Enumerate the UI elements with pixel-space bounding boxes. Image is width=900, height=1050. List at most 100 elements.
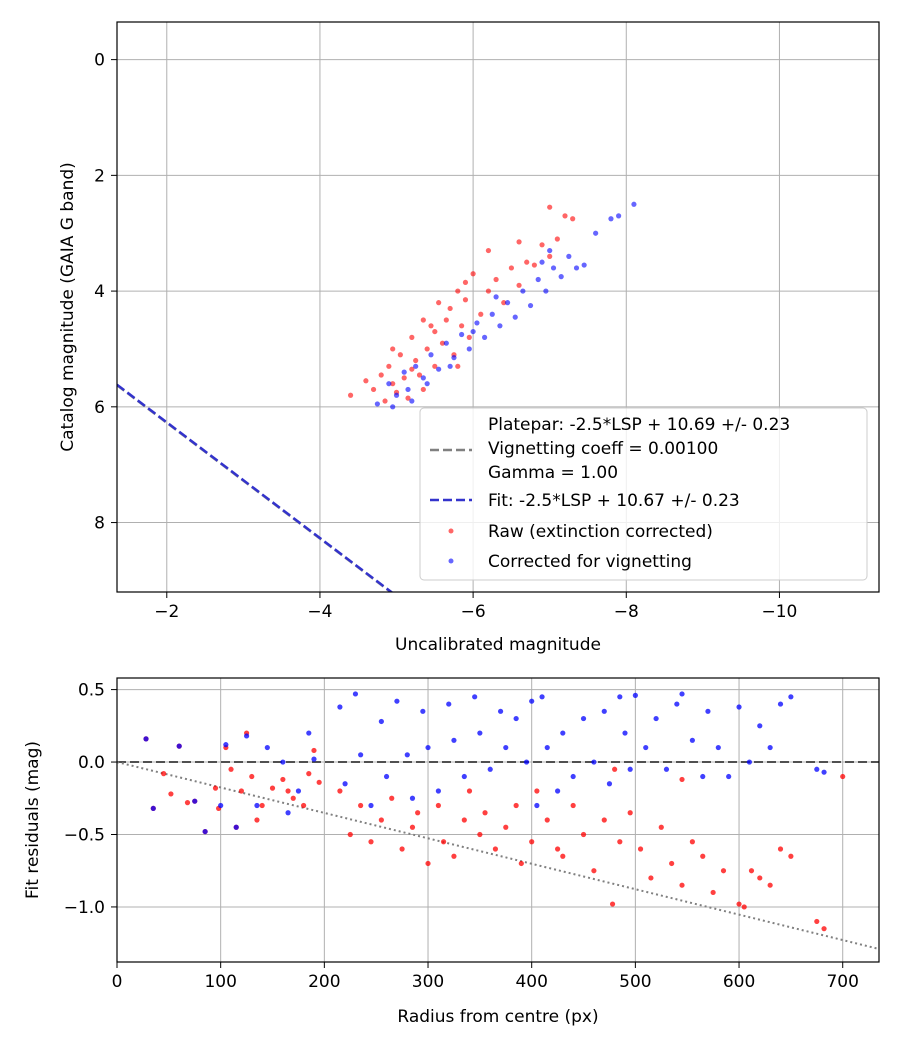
y-tick-label: 2 <box>94 166 105 186</box>
legend-corrected-label: Corrected for vignetting <box>488 552 692 572</box>
y-tick-label: −1.0 <box>64 898 105 918</box>
corrected-point <box>550 265 557 271</box>
corrected-point <box>570 773 576 780</box>
corrected-point <box>689 737 695 743</box>
top-y-ticks: 0 2 4 6 8 <box>94 51 117 534</box>
y-tick-label: 0 <box>94 51 105 71</box>
raw-point <box>436 300 442 306</box>
bottom-scatter-points <box>143 691 846 932</box>
raw-point <box>168 791 174 797</box>
bottom-y-ticks: 0.5 0.0 −0.5 −1.0 <box>64 681 117 918</box>
corrected-point <box>409 795 416 801</box>
raw-point <box>212 785 219 791</box>
raw-point <box>736 901 742 907</box>
raw-point <box>689 839 695 845</box>
raw-point <box>184 800 191 806</box>
bottom-panel: 0 100 200 300 400 500 600 700 0.5 0.0 −0.5 −1.0 Ra… <box>23 677 880 1027</box>
corrected-point <box>520 288 526 294</box>
legend-platepar-label: Platepar: -2.5*LSP + 10.69 +/- 0.23 <box>488 415 790 435</box>
raw-point <box>306 771 312 777</box>
raw-point <box>399 846 405 852</box>
raw-point <box>777 846 784 852</box>
raw-point <box>378 817 384 823</box>
corrected-point <box>601 708 607 714</box>
corrected-point <box>393 392 400 398</box>
raw-point <box>591 868 597 874</box>
corrected-point <box>616 213 622 219</box>
corrected-point <box>627 766 633 772</box>
corrected-point <box>663 766 670 772</box>
corrected-point <box>386 381 392 387</box>
bottom-axes-frame <box>116 677 880 963</box>
corrected-point <box>420 375 426 381</box>
corrected-point <box>368 802 374 809</box>
x-tick-label: 400 <box>515 972 547 992</box>
x-tick-label: −4 <box>307 602 332 622</box>
raw-point <box>821 926 827 932</box>
raw-point <box>648 875 654 881</box>
corrected-point <box>560 730 566 736</box>
raw-point <box>513 802 519 809</box>
raw-point <box>440 839 447 845</box>
corrected-point <box>535 276 541 283</box>
corrected-point <box>523 759 530 765</box>
raw-point <box>482 810 488 816</box>
corrected-point <box>593 230 599 236</box>
corrected-point <box>461 773 467 780</box>
x-tick-label: 300 <box>412 972 444 992</box>
corrected-point <box>358 752 364 758</box>
corrected-point <box>295 788 302 794</box>
legend-vignetting-label: Vignetting coeff = 0.00100 <box>488 439 718 459</box>
vignetting-trend-line <box>117 761 879 950</box>
raw-point <box>627 810 633 816</box>
corrected-point <box>150 805 156 812</box>
corrected-point <box>425 744 431 751</box>
corrected-point <box>466 346 472 352</box>
corrected-point <box>446 701 452 707</box>
raw-point <box>415 810 421 816</box>
y-tick-label: 8 <box>94 514 105 534</box>
y-tick-label: 0.0 <box>78 753 105 773</box>
bottom-x-axis-label: Radius from centre (px) <box>397 1007 598 1027</box>
corrected-point <box>342 781 348 787</box>
raw-point <box>455 288 461 294</box>
raw-point <box>501 300 507 306</box>
corrected-point <box>413 363 419 369</box>
x-tick-label: 200 <box>308 972 340 992</box>
corrected-point <box>746 759 753 765</box>
raw-point <box>435 802 441 809</box>
raw-point <box>439 340 446 346</box>
y-tick-label: 4 <box>94 282 105 302</box>
corrected-point <box>643 744 649 751</box>
corrected-point <box>404 752 410 758</box>
raw-point <box>290 795 296 801</box>
corrected-point <box>788 694 794 700</box>
raw-point <box>389 795 395 801</box>
raw-point <box>451 853 457 859</box>
raw-point <box>459 323 465 329</box>
raw-point <box>720 868 727 874</box>
raw-point <box>503 824 509 830</box>
corrected-point <box>512 314 518 320</box>
corrected-point <box>472 694 478 700</box>
raw-point <box>397 352 403 358</box>
top-x-ticks: −2 −4 −6 −8 −10 <box>154 592 797 622</box>
raw-point <box>424 346 430 352</box>
corrected-point <box>497 708 504 714</box>
top-panel: −2 −4 −6 −8 −10 0 2 4 6 8 Uncalibrated magnitude… <box>58 21 880 655</box>
raw-point <box>420 386 426 393</box>
corrected-point <box>451 355 457 361</box>
raw-point <box>390 381 396 387</box>
raw-point <box>478 311 484 317</box>
raw-point <box>466 788 473 794</box>
raw-point <box>269 785 276 791</box>
raw-point <box>301 802 307 809</box>
raw-point <box>679 776 685 783</box>
raw-point <box>679 882 685 888</box>
corrected-point <box>254 802 260 809</box>
raw-point <box>161 771 167 777</box>
legend-corrected-marker <box>448 558 454 564</box>
legend-raw-label: Raw (extinction corrected) <box>488 522 713 542</box>
raw-point <box>461 817 467 823</box>
